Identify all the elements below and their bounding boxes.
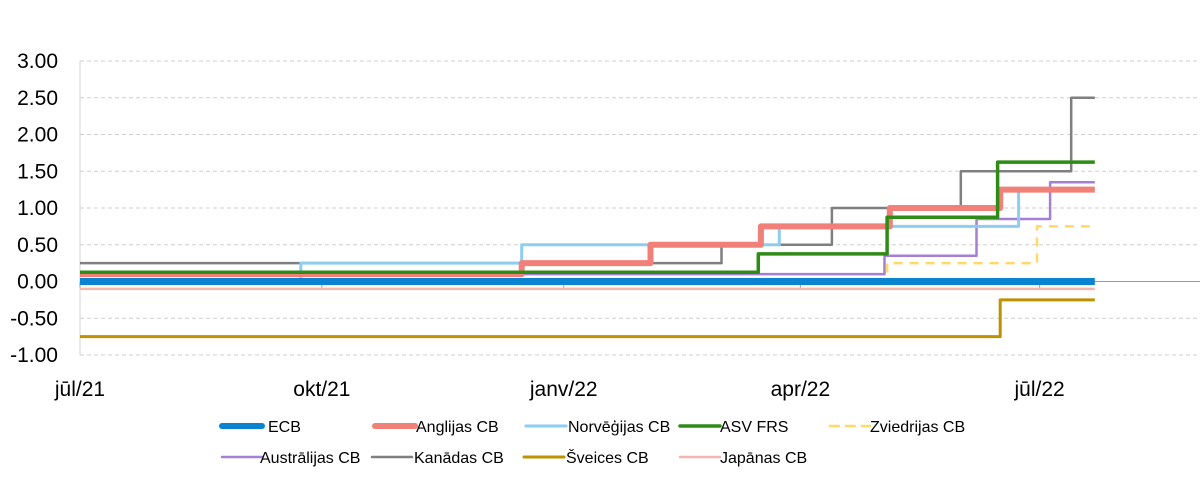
y-tick-label: 2.00 bbox=[17, 124, 58, 147]
legend-label-japanas-cb: Japānas CB bbox=[720, 450, 807, 467]
y-axis-ticks: 3.00 2.50 2.00 1.50 1.00 0.50 0.00 -0.50 -1.00 bbox=[10, 50, 58, 367]
y-tick-label: 1.50 bbox=[17, 160, 58, 183]
y-tick-label: 3.00 bbox=[17, 50, 58, 73]
series-line-anglijas-cb bbox=[80, 186, 1095, 278]
legend-label-ecb: ECB bbox=[268, 419, 301, 436]
x-tick-label: janv/22 bbox=[529, 378, 598, 401]
x-tick-label: jūl/22 bbox=[1014, 378, 1065, 401]
y-tick-label: 0.00 bbox=[17, 271, 58, 294]
legend-label-australijas-cb: Austrālijas CB bbox=[260, 450, 360, 467]
series-line-sveices-cb bbox=[80, 298, 1095, 339]
legend-label-kanadas-cb: Kanādas CB bbox=[414, 450, 504, 467]
gridlines bbox=[80, 60, 1200, 356]
series-line-norvegijas-cb bbox=[80, 188, 1095, 283]
y-tick-label: -1.00 bbox=[10, 344, 58, 367]
y-tick-label: 0.50 bbox=[17, 234, 58, 257]
x-tick-label: apr/22 bbox=[771, 378, 831, 401]
legend: ECB Anglijas CB Norvēģijas CB ASV FRS Zviedr… bbox=[219, 418, 965, 467]
legend-label-sveices-cb: Šveices CB bbox=[566, 448, 649, 467]
x-tick-label: jūl/21 bbox=[54, 378, 105, 401]
x-axis-ticks: jūl/21 okt/21 janv/22 apr/22 jūl/22 bbox=[54, 281, 1065, 401]
legend-label-zviedrijas-cb: Zviedrijas CB bbox=[870, 419, 965, 436]
series-lines bbox=[80, 96, 1095, 339]
series-line-asv-frs bbox=[80, 160, 1095, 275]
series-line-kanadas-cb bbox=[80, 96, 1095, 265]
legend-label-anglijas-cb: Anglijas CB bbox=[416, 419, 499, 436]
legend-label-asv-frs: ASV FRS bbox=[720, 419, 788, 436]
x-tick-label: okt/21 bbox=[293, 378, 350, 401]
legend-label-norvegijas-cb: Norvēģijas CB bbox=[568, 418, 670, 436]
y-tick-label: -0.50 bbox=[10, 307, 58, 330]
y-tick-label: 1.00 bbox=[17, 197, 58, 220]
y-tick-label: 2.50 bbox=[17, 87, 58, 110]
